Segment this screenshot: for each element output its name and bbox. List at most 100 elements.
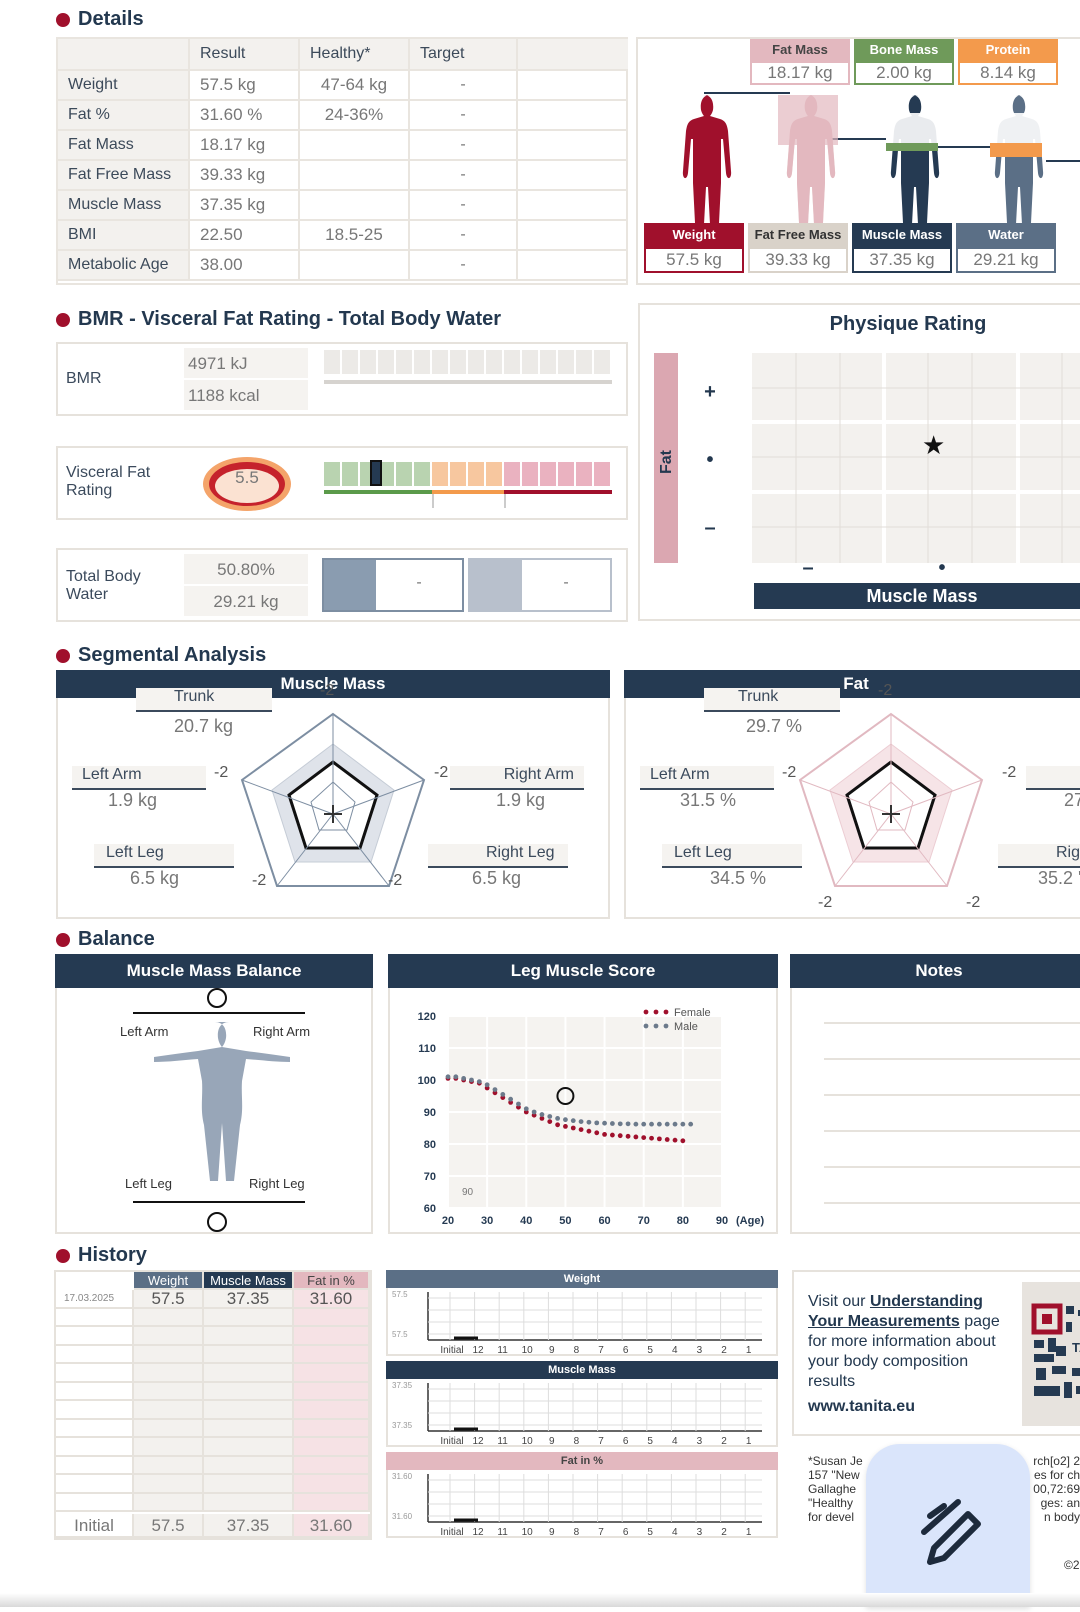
visceral-line-orange — [432, 490, 504, 494]
body-composition-panel: Fat Mass 18.17 kg Bone Mass 2.00 kg Protein 8… — [636, 37, 1080, 285]
chart-point-male — [633, 1121, 639, 1127]
details-row-empty — [518, 251, 628, 281]
history-table: Weight Muscle Mass Fat in % 17.03.2025 57.5 3… — [54, 1270, 372, 1540]
radar-axis-mark: -2 — [966, 894, 981, 911]
chart-point-female — [672, 1137, 678, 1143]
leg-muscle-score-chart: 60 70 80 90 100 110 120 20 30 40 50 60 70 80 90 (Age) 90… — [418, 1007, 765, 1227]
chart-point-female — [625, 1133, 631, 1139]
mini-chart-x-label: 11 — [497, 1345, 508, 1356]
fat-trunk-label: Trunk — [704, 688, 840, 710]
history-mini-chart: Weight 57.5 57.5 Initial 12 11 10 9 8 7 6 5 4 3 2 1 — [386, 1270, 778, 1356]
history-cell — [294, 1456, 370, 1475]
mini-chart-x-label: 2 — [721, 1527, 727, 1538]
segmental-fat-title: Fat — [624, 670, 1080, 698]
chart-point-male — [586, 1119, 592, 1125]
balance-left-leg: Left Leg — [125, 1176, 172, 1191]
tanita-url-link[interactable]: www.tanita.eu — [808, 1398, 915, 1415]
y-tick-label: 80 — [424, 1139, 436, 1151]
mini-chart-x-label: 4 — [672, 1436, 678, 1447]
history-cell — [134, 1419, 204, 1438]
composition-top-label: Bone Mass — [854, 39, 954, 61]
qr-code-icon — [1031, 1303, 1080, 1398]
history-cell: 57.5 — [134, 1289, 204, 1309]
legend-swatch — [643, 1023, 649, 1029]
leg-muscle-score-panel: Leg Muscle Score 60 70 80 90 100 110 120 20 30 40… — [388, 954, 778, 1234]
mini-chart-ybottom: 31.60 — [392, 1512, 413, 1521]
mini-chart-x-label: 4 — [672, 1527, 678, 1538]
mini-chart-x-label: 5 — [647, 1345, 653, 1356]
chart-point-male — [664, 1121, 670, 1127]
history-cell — [56, 1493, 134, 1512]
chart-point-male — [555, 1116, 560, 1121]
edit-fab-button[interactable] — [866, 1444, 1030, 1607]
chart-point-male — [594, 1120, 600, 1126]
mini-chart-x-label: 3 — [697, 1345, 703, 1356]
notes-line[interactable] — [824, 1202, 1080, 1204]
history-cell — [134, 1438, 204, 1457]
label-underline — [450, 788, 584, 790]
user-score-marker — [556, 1087, 575, 1105]
notes-line[interactable] — [824, 1022, 1080, 1024]
history-cell — [134, 1475, 204, 1494]
chart-point-female — [680, 1138, 686, 1144]
label-underline — [94, 866, 234, 868]
chart-point-female — [555, 1122, 560, 1128]
body-silhouette-icon — [154, 1022, 290, 1181]
details-row-label: Fat Free Mass — [58, 161, 190, 191]
notes-line[interactable] — [824, 1058, 1080, 1060]
muscle-left-arm-value: 1.9 kg — [108, 790, 158, 810]
history-cell — [56, 1364, 134, 1383]
x-tick-label: 80 — [677, 1215, 689, 1227]
visceral-fat-marker — [370, 460, 383, 486]
leg-muscle-score-title: Leg Muscle Score — [388, 954, 778, 988]
notes-line[interactable] — [824, 1166, 1080, 1168]
details-section-title: Details — [56, 8, 144, 31]
mini-chart-x-label: Initial — [440, 1527, 463, 1538]
x-tick-label: 70 — [638, 1215, 650, 1227]
details-row-target: - — [410, 161, 518, 191]
mini-chart-x-label: 10 — [522, 1527, 534, 1538]
label-underline — [704, 710, 840, 712]
visceral-scale-high — [504, 462, 612, 486]
notes-line[interactable] — [824, 1094, 1080, 1096]
details-row-empty — [518, 71, 628, 101]
page-bottom-edge — [0, 1593, 1080, 1607]
chart-point-male — [672, 1121, 678, 1127]
mini-chart-ytop: 57.5 — [392, 1290, 408, 1299]
muscle-mass-balance-title: Muscle Mass Balance — [55, 954, 373, 988]
label-underline — [662, 866, 802, 868]
mini-chart-x-label: 2 — [721, 1436, 727, 1447]
mini-chart-x-label: 7 — [598, 1527, 604, 1538]
x-axis-unit: (Age) — [736, 1215, 764, 1227]
label-underline — [136, 710, 272, 712]
composition-bottom-value: 39.33 kg — [748, 247, 848, 273]
history-cell — [134, 1382, 204, 1401]
muscle-right-arm-label: Right Arm — [450, 766, 584, 788]
history-cell — [56, 1475, 134, 1494]
composition-top-value: 18.17 kg — [750, 61, 850, 85]
history-cell — [134, 1364, 204, 1383]
chart-point-female — [641, 1135, 647, 1140]
chart-point-female — [602, 1132, 607, 1137]
details-corner-cell — [58, 39, 190, 71]
history-cell — [204, 1382, 294, 1401]
details-row-label: Metabolic Age — [58, 251, 190, 281]
chart-point-female — [594, 1130, 600, 1136]
history-cell — [204, 1475, 294, 1494]
chart-point-male — [461, 1076, 467, 1081]
understanding-measurements-link[interactable]: Understanding Your Measurements — [808, 1293, 983, 1330]
mini-chart-title: Muscle Mass — [386, 1361, 778, 1379]
chart-point-male — [492, 1087, 498, 1092]
water-label: Total Body Water — [66, 568, 141, 603]
info-panel: Visit our Understanding Your Measurement… — [792, 1270, 1080, 1436]
details-header-target: Target — [410, 39, 518, 71]
chart-point-female — [570, 1125, 576, 1131]
mini-chart-grid: Initial 12 11 10 9 8 7 6 5 4 3 2 1 — [427, 1474, 762, 1538]
legend-swatch — [653, 1023, 659, 1029]
notes-line[interactable] — [824, 1130, 1080, 1132]
composition-bottom-label: Fat Free Mass — [748, 223, 848, 247]
details-row-target: - — [410, 101, 518, 131]
mini-chart-x-label: 8 — [574, 1527, 580, 1538]
mini-chart-x-label: 7 — [598, 1436, 604, 1447]
mini-chart-x-label: 9 — [549, 1345, 555, 1356]
